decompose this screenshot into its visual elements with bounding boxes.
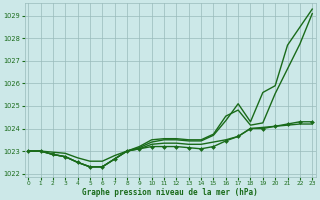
X-axis label: Graphe pression niveau de la mer (hPa): Graphe pression niveau de la mer (hPa) bbox=[82, 188, 258, 197]
